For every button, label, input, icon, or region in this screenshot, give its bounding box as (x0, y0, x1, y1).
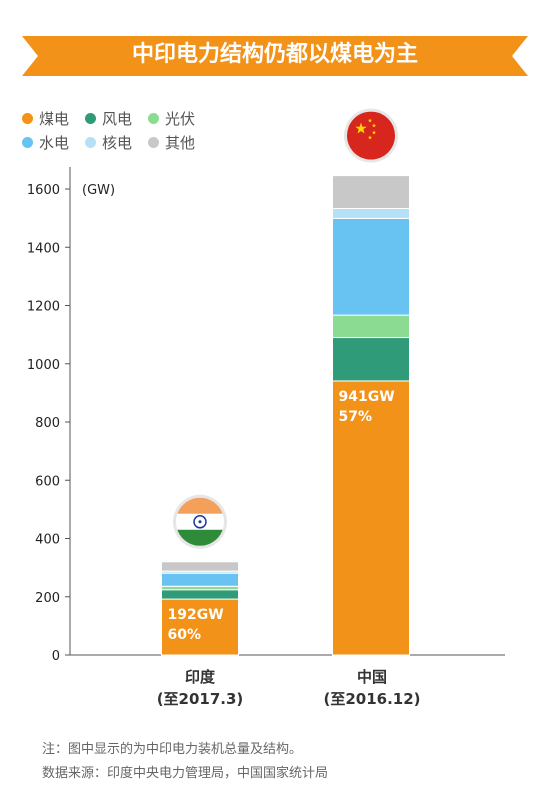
bar-segment-india-other (161, 561, 239, 572)
india-flag-icon (173, 494, 227, 549)
legend-row-1: 煤电 风电 光伏 (22, 106, 195, 130)
category-name-china: 中国 (356, 668, 387, 686)
legend-label-wind: 风电 (102, 109, 133, 128)
stacked-bar-chart: 0 200 400 600 800 1000 1200 1400 1600 (GW) 192GW 60… (27, 108, 505, 664)
legend-label-solar: 光伏 (165, 109, 196, 128)
bar-share-label-china: 57% (339, 409, 373, 425)
y-tick-label: 400 (35, 533, 60, 548)
y-tick-label: 200 (35, 591, 60, 606)
category-name-india: 印度 (184, 668, 215, 686)
y-tick-label: 1000 (27, 358, 60, 373)
legend-item-other: 其他 (148, 132, 195, 153)
data-source: 数据来源：印度中央电力管理局，中国国家统计局 (42, 766, 329, 781)
y-tick-label: 0 (52, 649, 60, 664)
legend-swatch-hydro (22, 136, 33, 148)
legend-item-coal: 煤电 (22, 108, 69, 129)
category-label-china: 中国 (至2016.12) (292, 666, 452, 710)
legend-swatch-coal (22, 112, 33, 124)
y-tick-label: 1600 (27, 183, 60, 198)
bar-segment-china-wind (332, 337, 410, 382)
bar-segment-india-coal (161, 598, 239, 656)
legend-label-nuclear: 核电 (102, 133, 133, 152)
legend-label-other: 其他 (165, 133, 196, 152)
y-tick-label: 1200 (27, 300, 60, 315)
title-banner (22, 36, 528, 76)
footnote: 注：图中显示的为中印电力装机总量及结构。 (42, 742, 303, 757)
china-flag-icon (344, 108, 398, 163)
bar-segment-china-nuclear (332, 208, 410, 219)
bar-segment-india-solar (161, 585, 239, 591)
legend-item-nuclear: 核电 (85, 132, 132, 153)
bar-segment-china-coal (332, 380, 410, 656)
page-title: 中印电力结构仍都以煤电为主 (131, 42, 418, 67)
y-axis-label: (GW) (82, 183, 115, 198)
legend-swatch-wind (85, 112, 97, 124)
legend-item-solar: 光伏 (148, 108, 195, 129)
bar-segment-china-solar (332, 314, 410, 339)
category-date-china: (至2016.12) (323, 690, 421, 708)
bar-segment-china-hydro (332, 217, 410, 316)
legend-label-coal: 煤电 (39, 109, 70, 128)
legend-swatch-solar (148, 112, 160, 124)
y-tick-label: 600 (35, 474, 60, 489)
bar-share-label-india: 60% (168, 627, 202, 643)
legend-label-hydro: 水电 (39, 133, 70, 152)
category-label-india: 印度 (至2017.3) (120, 666, 280, 710)
bar-segment-india-hydro (161, 572, 239, 587)
bar-segment-china-other (332, 175, 410, 210)
bar-value-label-india: 192GW (168, 607, 224, 623)
bar-value-label-china: 941GW (339, 389, 395, 405)
category-date-india: (至2017.3) (156, 690, 244, 708)
legend-swatch-nuclear (85, 136, 97, 148)
y-tick-label: 800 (35, 416, 60, 431)
legend-swatch-other (148, 136, 160, 148)
legend-row-2: 水电 核电 其他 (22, 130, 195, 154)
legend-item-wind: 风电 (85, 108, 132, 129)
y-tick-label: 1400 (27, 241, 60, 256)
bar-segment-india-wind (161, 589, 239, 600)
legend-item-hydro: 水电 (22, 132, 69, 153)
legend: 煤电 风电 光伏 水电 核电 其他 (22, 106, 195, 154)
